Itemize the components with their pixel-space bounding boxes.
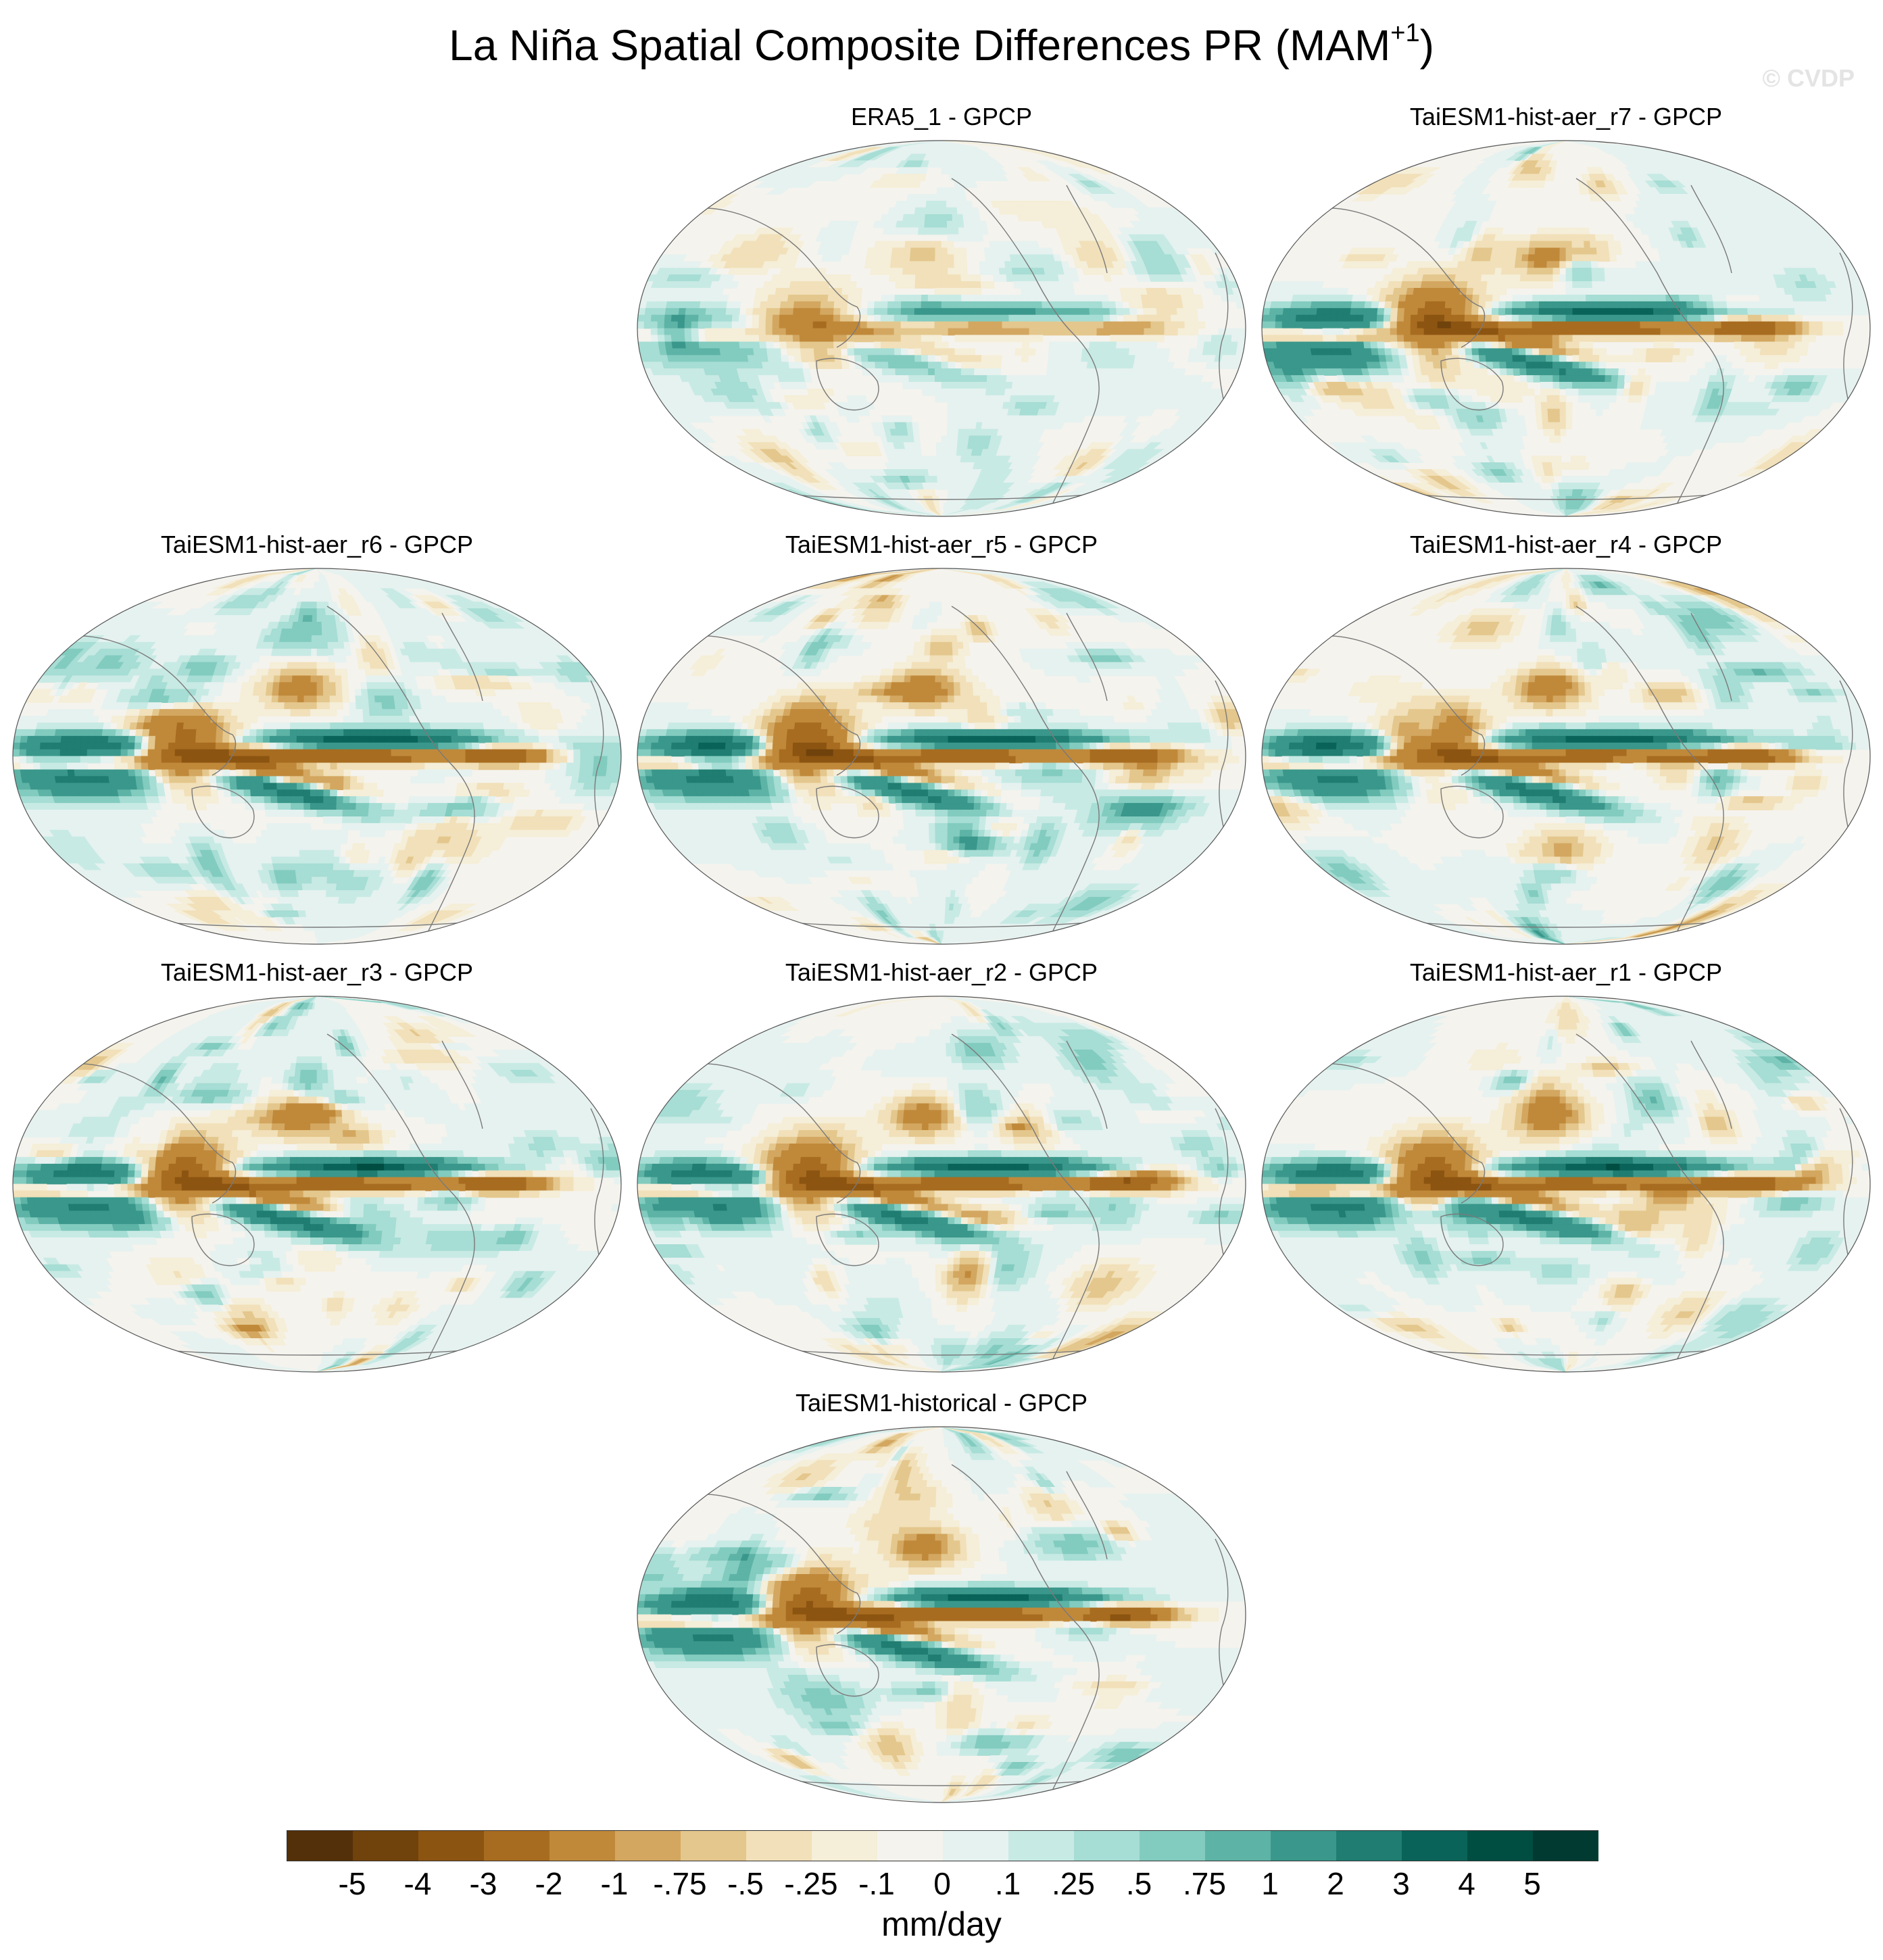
colorbar-tick-label: -.5 [727,1865,764,1902]
map-panel-r6: TaiESM1-hist-aer_r6 - GPCP [9,531,625,950]
precip-field [637,1427,1246,1803]
colorbar-swatch [1204,1830,1271,1861]
map-border [637,1426,1246,1803]
map-border [12,568,622,945]
colorbar-swatch [549,1830,615,1861]
map-border [637,140,1246,517]
precip-field [1262,996,1870,1372]
colorbar-swatch [418,1830,484,1861]
panel-title: ERA5_1 - GPCP [634,103,1249,131]
colorbar-units: mm/day [0,1905,1883,1944]
map-historical [637,1426,1246,1803]
colorbar-swatch [1139,1830,1205,1861]
precip-field [637,568,1246,944]
colorbar [287,1830,1598,1863]
colorbar-swatch [811,1830,877,1861]
map-r4 [1261,568,1871,945]
panel-title: TaiESM1-hist-aer_r7 - GPCP [1258,103,1874,131]
colorbar-swatch [1401,1830,1467,1861]
map-border [12,996,622,1373]
colorbar-tick-label: 1 [1261,1865,1279,1902]
colorbar-tick-label: -.75 [653,1865,706,1902]
map-r7 [1261,140,1871,517]
colorbar-tick-label: 3 [1392,1865,1410,1902]
colorbar-tick-label: -2 [535,1865,563,1902]
colorbar-tick-label: .1 [995,1865,1021,1902]
map-r3 [12,996,622,1373]
colorbar-swatch [745,1830,812,1861]
panel-title: TaiESM1-historical - GPCP [634,1389,1249,1417]
figure-title: La Niña Spatial Composite Differences PR… [0,19,1883,70]
map-r2 [637,996,1246,1373]
map-panel-r2: TaiESM1-hist-aer_r2 - GPCP [634,958,1249,1377]
precip-field [13,568,621,944]
colorbar-swatch [1532,1830,1598,1861]
precip-field [1262,568,1870,944]
precip-field [637,141,1246,516]
colorbar-tick-label: 5 [1523,1865,1541,1902]
precip-field [1262,141,1870,516]
map-r6 [12,568,622,945]
colorbar-swatch [1073,1830,1140,1861]
colorbar-tick-label: 0 [933,1865,951,1902]
colorbar-tick-label: -1 [601,1865,629,1902]
map-panel-historical: TaiESM1-historical - GPCP [634,1389,1249,1808]
map-era5 [637,140,1246,517]
panel-title: TaiESM1-hist-aer_r3 - GPCP [9,958,625,987]
panel-title: TaiESM1-hist-aer_r4 - GPCP [1258,531,1874,559]
title-text: La Niña Spatial Composite Differences PR… [449,21,1390,70]
colorbar-swatch [680,1830,746,1861]
colorbar-swatch [483,1830,549,1861]
map-panel-r7: TaiESM1-hist-aer_r7 - GPCP [1258,103,1874,522]
title-close: ) [1420,21,1434,70]
colorbar-swatch [1336,1830,1402,1861]
colorbar-tick-label: 2 [1327,1865,1344,1902]
colorbar-tick-label: 4 [1458,1865,1475,1902]
colorbar-tick-label: -.1 [858,1865,895,1902]
colorbar-tick-label: .5 [1126,1865,1152,1902]
watermark: © CVDP [1762,64,1855,93]
panel-title: TaiESM1-hist-aer_r5 - GPCP [634,531,1249,559]
map-border [1261,140,1871,517]
colorbar-swatch [1270,1830,1336,1861]
colorbar-swatch [352,1830,418,1861]
colorbar-frame [287,1830,1598,1861]
panel-title: TaiESM1-hist-aer_r6 - GPCP [9,531,625,559]
precip-field [13,996,621,1372]
colorbar-tick-label: -5 [339,1865,366,1902]
map-panel-r4: TaiESM1-hist-aer_r4 - GPCP [1258,531,1874,950]
title-superscript: +1 [1390,19,1419,47]
precip-field [637,996,1246,1372]
panel-title: TaiESM1-hist-aer_r2 - GPCP [634,958,1249,987]
colorbar-swatch [1467,1830,1533,1861]
map-panel-r1: TaiESM1-hist-aer_r1 - GPCP [1258,958,1874,1377]
map-border [637,996,1246,1373]
map-border [637,568,1246,945]
map-panel-era5: ERA5_1 - GPCP [634,103,1249,522]
map-border [1261,568,1871,945]
map-border [1261,996,1871,1373]
colorbar-swatch [942,1830,1008,1861]
colorbar-tick-label: -3 [470,1865,497,1902]
colorbar-swatch [287,1830,353,1861]
map-panel-r3: TaiESM1-hist-aer_r3 - GPCP [9,958,625,1377]
map-r5 [637,568,1246,945]
panel-title: TaiESM1-hist-aer_r1 - GPCP [1258,958,1874,987]
map-r1 [1261,996,1871,1373]
colorbar-tick-label: .25 [1052,1865,1095,1902]
map-panel-r5: TaiESM1-hist-aer_r5 - GPCP [634,531,1249,950]
colorbar-swatch [877,1830,943,1861]
colorbar-swatch [1008,1830,1074,1861]
colorbar-tick-label: .75 [1183,1865,1226,1902]
colorbar-tick-label: -4 [404,1865,432,1902]
colorbar-swatch [614,1830,681,1861]
colorbar-tick-label: -.25 [784,1865,837,1902]
